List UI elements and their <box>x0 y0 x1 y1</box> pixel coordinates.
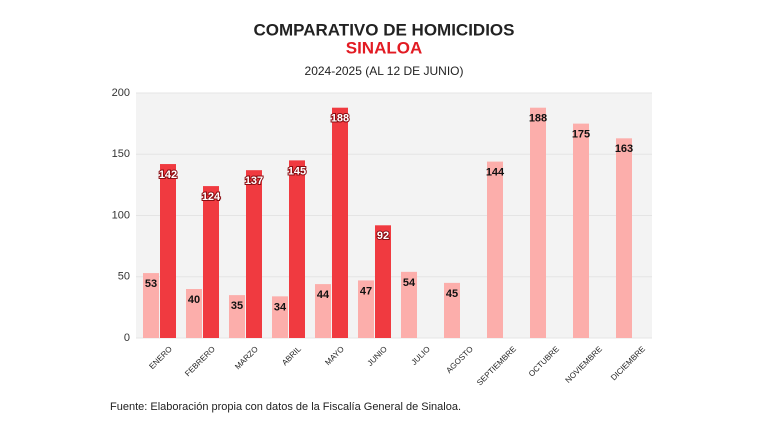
bar <box>246 170 262 338</box>
x-tick-label: DICIEMBRE <box>609 345 647 383</box>
value-label: 175 <box>572 129 590 141</box>
value-label: 34 <box>274 301 287 313</box>
bar <box>487 161 503 338</box>
source: Fuente: Elaboración propia con datos de … <box>110 401 461 413</box>
value-label: 54 <box>403 277 416 289</box>
period: 2024-2025 (AL 12 DE JUNIO) <box>305 64 464 78</box>
bar <box>530 107 546 338</box>
y-tick-label: 150 <box>112 148 130 160</box>
value-label: 45 <box>446 288 458 300</box>
value-label: 142 <box>159 169 177 181</box>
bar <box>573 123 589 338</box>
bar <box>358 280 374 338</box>
bar <box>332 107 348 338</box>
bar <box>203 186 219 338</box>
value-label: 163 <box>615 143 633 155</box>
value-label: 137 <box>245 175 263 187</box>
bar <box>315 284 331 338</box>
y-tick-label: 0 <box>124 332 130 344</box>
y-tick-label: 100 <box>112 209 130 221</box>
value-label: 53 <box>145 278 157 290</box>
x-tick-label: AGOSTO <box>444 345 474 375</box>
bar <box>272 296 288 338</box>
x-tick-label: JULIO <box>410 345 432 367</box>
value-label: 44 <box>317 289 330 301</box>
x-tick-label: MARZO <box>233 345 260 372</box>
y-tick-label: 50 <box>118 271 130 283</box>
x-tick-label: MAYO <box>323 345 346 368</box>
bar <box>186 289 202 338</box>
bar <box>616 138 632 338</box>
x-tick-label: FEBRERO <box>183 345 217 379</box>
x-tick-label: NOVIEMBRE <box>564 345 604 385</box>
value-label: 144 <box>486 167 505 179</box>
bar <box>444 282 460 338</box>
x-tick-label: SEPTIEMBRE <box>475 345 518 388</box>
chart-subtitle: SINALOA <box>346 38 423 57</box>
bar <box>289 160 305 338</box>
value-label: 188 <box>529 113 547 125</box>
bar <box>229 295 245 338</box>
y-tick-label: 200 <box>112 87 130 99</box>
value-label: 124 <box>202 191 221 203</box>
value-label: 188 <box>331 113 349 125</box>
bar <box>375 225 391 338</box>
bar <box>143 273 159 338</box>
value-label: 35 <box>231 300 243 312</box>
value-label: 145 <box>288 165 306 177</box>
value-label: 47 <box>360 285 372 297</box>
bar <box>160 164 176 338</box>
x-tick-label: ABRIL <box>280 344 303 367</box>
value-label: 92 <box>377 230 389 242</box>
x-tick-label: OCTUBRE <box>527 345 561 379</box>
value-label: 40 <box>188 294 200 306</box>
chart-title: COMPARATIVO DE HOMICIDIOS <box>254 20 515 39</box>
x-tick-label: JUNIO <box>366 345 389 368</box>
bar <box>401 271 417 338</box>
x-tick-label: ENERO <box>147 345 173 371</box>
